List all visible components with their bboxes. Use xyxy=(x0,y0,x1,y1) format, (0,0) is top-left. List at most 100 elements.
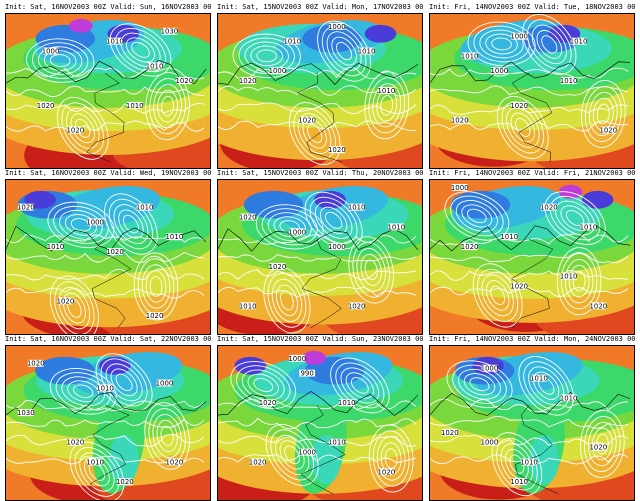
isobar-label: 1010 xyxy=(283,38,301,46)
svg-text:1000: 1000 xyxy=(288,228,306,236)
init-time: Init: Fri, 14NOV2003 00Z xyxy=(429,169,531,177)
svg-text:1020: 1020 xyxy=(116,478,134,486)
isobar-label: 1020 xyxy=(540,204,558,212)
isobar-label: 1020 xyxy=(239,77,257,85)
svg-text:1010: 1010 xyxy=(510,478,528,486)
svg-text:1010: 1010 xyxy=(560,273,578,281)
svg-text:1020: 1020 xyxy=(461,243,479,251)
isobar-label: 1020 xyxy=(67,439,85,447)
valid-time: Valid: Sun, 23NOV2003 00Z xyxy=(322,335,423,343)
svg-text:1020: 1020 xyxy=(451,117,469,125)
svg-text:1010: 1010 xyxy=(126,102,144,110)
svg-text:1000: 1000 xyxy=(481,439,499,447)
svg-text:1010: 1010 xyxy=(338,399,356,407)
isobar-label: 1020 xyxy=(269,263,287,271)
svg-text:1010: 1010 xyxy=(106,38,124,46)
svg-text:1020: 1020 xyxy=(540,204,558,212)
svg-text:1010: 1010 xyxy=(166,233,184,241)
svg-text:1010: 1010 xyxy=(560,77,578,85)
svg-text:1010: 1010 xyxy=(461,52,479,60)
pressure-field-svg: 1000 1010 1010 1020 1020 1010 1030 1020 xyxy=(6,14,210,168)
svg-text:1020: 1020 xyxy=(37,102,55,110)
isobar-label: 1010 xyxy=(580,223,598,231)
isobar-label: 1020 xyxy=(298,117,316,125)
isobar-label: 1020 xyxy=(67,126,85,134)
svg-text:1020: 1020 xyxy=(328,146,346,154)
svg-text:1010: 1010 xyxy=(358,47,376,55)
svg-text:1030: 1030 xyxy=(161,28,179,36)
panel-header: Init: Fri, 14NOV2003 00Z Valid: Fri, 21N… xyxy=(429,169,635,178)
pressure-map: 1000 1010 1020 1010 1000 1010 1020 1010 xyxy=(429,345,635,501)
isobar-label: 1000 xyxy=(288,228,306,236)
isobar-label: 1020 xyxy=(328,146,346,154)
panel-header: Init: Fri, 14NOV2003 00Z Valid: Tue, 18N… xyxy=(429,3,635,12)
forecast-panel: Init: Fri, 14NOV2003 00Z Valid: Mon, 24N… xyxy=(429,335,635,501)
isobar-label: 1000 xyxy=(298,449,316,457)
isobar-label: 1010 xyxy=(560,394,578,402)
isobar-label: 1000 xyxy=(328,243,346,251)
isobar-label: 990 xyxy=(299,370,316,378)
svg-text:1020: 1020 xyxy=(259,399,277,407)
panel-header: Init: Sat, 15NOV2003 00Z Valid: Mon, 17N… xyxy=(217,3,423,12)
isobar-label: 1020 xyxy=(146,312,164,320)
pressure-field-svg: 1020 1000 1010 1010 1020 1010 1020 1020 xyxy=(6,180,210,334)
svg-text:1010: 1010 xyxy=(86,458,104,466)
panel-header: Init: Sat, 15NOV2003 00Z Valid: Sun, 23N… xyxy=(217,335,423,344)
isobar-label: 1030 xyxy=(161,28,179,36)
isobar-label: 1000 xyxy=(510,33,528,41)
isobar-label: 1000 xyxy=(288,355,306,363)
svg-text:1000: 1000 xyxy=(269,67,287,75)
isobar-label: 1000 xyxy=(491,67,509,75)
isobar-label: 1010 xyxy=(338,399,356,407)
svg-text:1020: 1020 xyxy=(249,458,267,466)
init-time: Init: Fri, 14NOV2003 00Z xyxy=(429,335,531,343)
isobar-label: 1010 xyxy=(570,38,588,46)
isobar-label: 1020 xyxy=(348,302,366,310)
isobar-label: 1010 xyxy=(560,273,578,281)
init-time: Init: Sat, 15NOV2003 00Z xyxy=(217,335,319,343)
panel-header: Init: Fri, 14NOV2003 00Z Valid: Mon, 24N… xyxy=(429,335,635,344)
isobar-label: 1010 xyxy=(387,223,405,231)
forecast-panel: Init: Sat, 15NOV2003 00Z Valid: Sun, 23N… xyxy=(217,335,423,501)
pressure-field-svg: 1000 1010 1020 1010 1000 1010 1020 1010 xyxy=(430,346,634,500)
svg-text:1010: 1010 xyxy=(348,204,366,212)
valid-time: Valid: Sat, 22NOV2003 00Z xyxy=(110,335,211,343)
valid-time: Valid: Mon, 24NOV2003 00Z xyxy=(534,335,635,343)
valid-time: Valid: Fri, 21NOV2003 00Z xyxy=(534,169,635,177)
pressure-field-svg: 1010 1000 1020 1010 1000 1020 1020 1010 xyxy=(218,180,422,334)
svg-text:1020: 1020 xyxy=(239,77,257,85)
pressure-field-svg: 1000 1010 1020 1020 1010 1010 1000 1020 xyxy=(218,14,422,168)
panel-header: Init: Sat, 16NOV2003 00Z Valid: Sat, 22N… xyxy=(5,335,211,344)
init-time: Init: Sat, 15NOV2003 00Z xyxy=(217,169,319,177)
isobar-label: 1020 xyxy=(378,468,396,476)
isobar-label: 1000 xyxy=(269,67,287,75)
svg-text:1000: 1000 xyxy=(288,355,306,363)
init-time: Init: Fri, 14NOV2003 00Z xyxy=(429,3,531,11)
svg-text:1020: 1020 xyxy=(378,468,396,476)
svg-text:1000: 1000 xyxy=(451,184,469,192)
init-time: Init: Sat, 16NOV2003 00Z xyxy=(5,335,107,343)
isobar-label: 1000 xyxy=(42,47,60,55)
pressure-field-svg: 1020 1030 1010 1000 1020 1010 1020 1020 xyxy=(6,346,210,500)
isobar-label: 1020 xyxy=(249,458,267,466)
isobar-label: 1010 xyxy=(358,47,376,55)
forecast-panel: Init: Sat, 15NOV2003 00Z Valid: Mon, 17N… xyxy=(217,3,423,169)
isobar-label: 1010 xyxy=(500,233,518,241)
svg-text:1020: 1020 xyxy=(146,312,164,320)
pressure-map: 1000 990 1020 1010 1010 1000 1020 1020 xyxy=(217,345,423,501)
svg-text:1010: 1010 xyxy=(96,384,114,392)
svg-text:1010: 1010 xyxy=(136,204,154,212)
svg-text:1020: 1020 xyxy=(510,283,528,291)
isobar-label: 1000 xyxy=(86,218,104,226)
isobar-label: 1020 xyxy=(510,283,528,291)
valid-time: Valid: Wed, 19NOV2003 00Z xyxy=(110,169,211,177)
svg-text:1000: 1000 xyxy=(86,218,104,226)
svg-text:1010: 1010 xyxy=(47,243,65,251)
svg-text:1010: 1010 xyxy=(283,38,301,46)
svg-text:1020: 1020 xyxy=(348,302,366,310)
isobar-label: 1010 xyxy=(86,458,104,466)
svg-text:1010: 1010 xyxy=(580,223,598,231)
svg-text:1010: 1010 xyxy=(560,394,578,402)
isobar-label: 1020 xyxy=(590,302,608,310)
